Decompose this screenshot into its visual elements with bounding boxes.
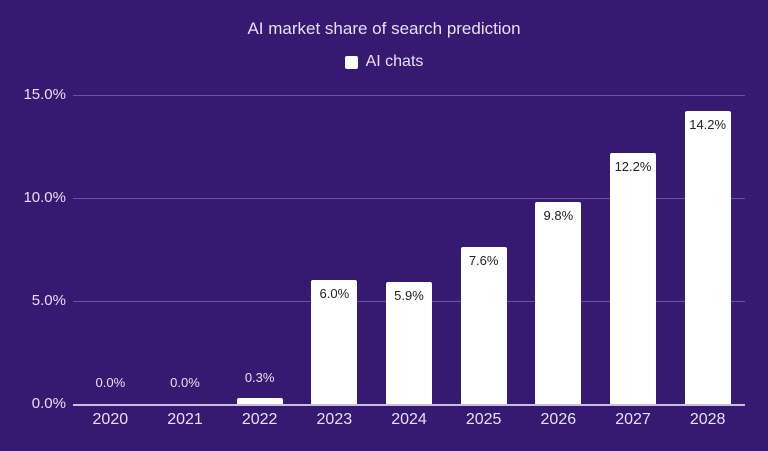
legend-swatch [344,55,358,69]
x-tick-label: 2024 [391,411,427,428]
x-tick-label: 2028 [689,411,726,428]
data-label: 5.9% [394,288,424,304]
gridline [73,198,745,199]
data-label: 0.0% [95,375,126,390]
x-tick-label: 2023 [316,411,353,428]
gridline [73,95,745,96]
x-axis-baseline [73,404,745,406]
x-tick-label: 2025 [465,411,502,428]
data-label: 14.2% [689,117,727,133]
y-tick-label: 15.0% [23,86,66,103]
x-tick-label: 2027 [615,411,651,428]
data-label: 0.0% [170,375,200,390]
chart-title: AI market share of search prediction [247,19,521,38]
y-tick-label: 0.0% [31,395,66,412]
bar[interactable] [386,282,432,404]
x-tick-label: 2021 [167,411,203,428]
y-tick-label: 10.0% [23,189,66,206]
data-label: 12.2% [614,158,652,174]
bar[interactable] [311,280,358,404]
data-label: 9.8% [543,208,574,224]
bar[interactable] [610,152,656,404]
x-tick-label: 2026 [540,411,577,428]
legend-label: AI chats [365,53,424,70]
data-label: 0.3% [244,369,275,385]
bar[interactable] [535,202,582,404]
legend: AI chats [0,53,768,71]
x-tick-label: 2022 [241,411,278,428]
bar[interactable] [236,397,283,404]
data-label: 7.6% [468,253,499,269]
bar[interactable] [460,247,507,404]
bar[interactable] [684,111,731,404]
x-tick-label: 2020 [92,411,129,428]
data-label: 6.0% [319,286,350,302]
y-tick-label: 5.0% [31,292,66,309]
